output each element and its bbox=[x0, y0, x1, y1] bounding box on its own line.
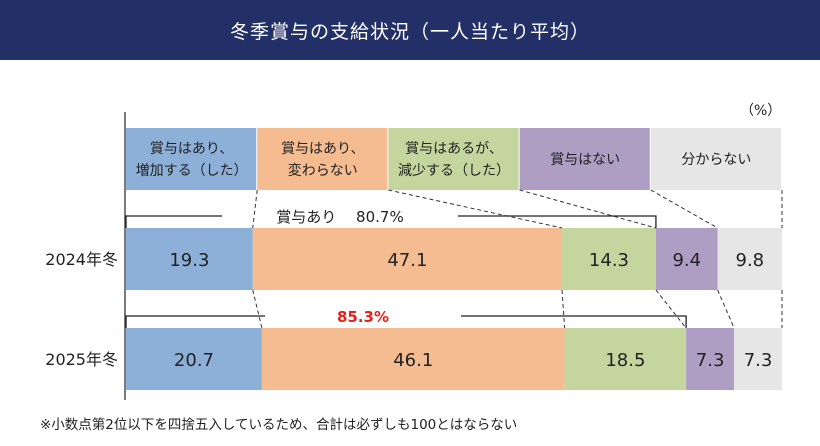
bar-segment bbox=[734, 328, 782, 390]
chart-title: 冬季賞与の支給状況（一人当たり平均） bbox=[229, 20, 590, 43]
unit-label: （%） bbox=[740, 103, 782, 119]
data-label: 47.1 bbox=[387, 250, 427, 271]
footnote: ※小数点第2位以下を四捨五入しているため、合計は必ずしも100とはならない bbox=[40, 417, 518, 433]
legend-label-line: 分からない bbox=[681, 152, 751, 168]
connector-line bbox=[388, 189, 563, 229]
data-label: 14.3 bbox=[589, 250, 629, 271]
legend-label: 賞与はない bbox=[550, 152, 620, 168]
bracket bbox=[125, 315, 687, 328]
data-label: 7.3 bbox=[744, 350, 773, 371]
bar-segment bbox=[261, 328, 565, 390]
bar-segment bbox=[717, 228, 782, 290]
legend-swatch bbox=[388, 128, 519, 190]
legend-label-line: 賞与はあり、 bbox=[150, 141, 233, 157]
connector-line bbox=[252, 289, 263, 329]
legend-label: 賞与はあり、変わらない bbox=[281, 141, 364, 179]
legend-label-line: 減少する（した） bbox=[398, 162, 510, 179]
connector-line bbox=[252, 189, 258, 229]
legend-swatch bbox=[126, 128, 257, 190]
legend-swatch bbox=[650, 128, 781, 190]
legend-label-line: 賞与はあるが、 bbox=[405, 141, 503, 157]
legend-label-line: 増加する（した） bbox=[136, 163, 248, 179]
bar-segment bbox=[126, 328, 262, 390]
bar-segment bbox=[562, 228, 656, 290]
data-label: 19.3 bbox=[169, 250, 209, 271]
connector-line bbox=[717, 289, 735, 329]
data-label: 20.7 bbox=[174, 350, 214, 371]
bar-segment bbox=[564, 328, 687, 390]
bracket-label: 85.3% bbox=[337, 308, 389, 326]
category-label: 2025年冬 bbox=[45, 350, 118, 369]
chart-title-bar: 冬季賞与の支給状況（一人当たり平均） bbox=[0, 0, 820, 60]
data-label: 9.8 bbox=[736, 250, 765, 271]
data-label: 7.3 bbox=[696, 350, 725, 371]
bar-segment bbox=[252, 228, 563, 290]
data-label: 9.4 bbox=[672, 250, 701, 271]
legend-label-line: 変わらない bbox=[288, 162, 358, 179]
legend-label-line: 賞与はあり、 bbox=[281, 141, 364, 157]
legend-label: 賞与はあるが、減少する（した） bbox=[398, 141, 510, 179]
bar-segment bbox=[126, 228, 253, 290]
bracket-label: 賞与あり 80.7% bbox=[276, 208, 403, 226]
bar-segment bbox=[686, 328, 735, 390]
connector-line bbox=[561, 289, 566, 329]
category-label: 2024年冬 bbox=[45, 250, 118, 269]
bar-segment bbox=[655, 228, 718, 290]
connector-line bbox=[519, 189, 657, 229]
legend-label: 分からない bbox=[681, 152, 751, 168]
data-label: 46.1 bbox=[393, 350, 433, 371]
legend-swatch bbox=[257, 128, 388, 190]
data-label: 18.5 bbox=[605, 350, 645, 371]
connector-line bbox=[655, 289, 687, 329]
bracket bbox=[125, 215, 657, 228]
legend-label-line: 賞与はない bbox=[550, 152, 620, 168]
connector-line bbox=[650, 189, 718, 229]
legend-swatch bbox=[519, 128, 650, 190]
legend-label: 賞与はあり、増加する（した） bbox=[136, 141, 248, 179]
